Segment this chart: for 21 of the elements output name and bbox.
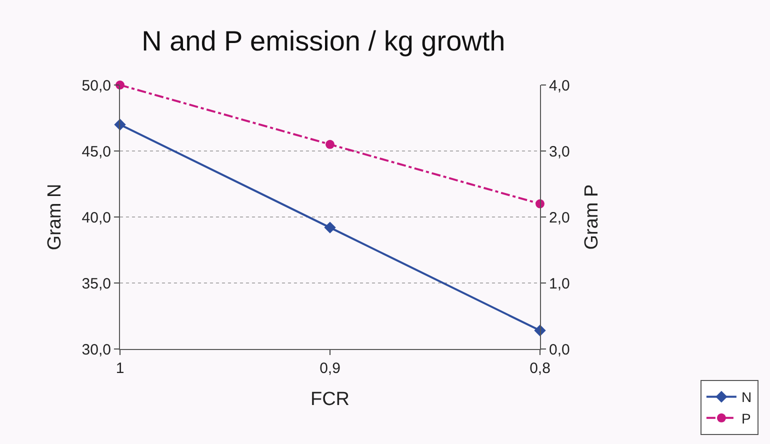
y-tick-label: 30,0 — [82, 341, 111, 358]
y2-axis-title: Gram P — [582, 184, 603, 250]
y-tick-label: 50,0 — [82, 77, 111, 94]
y2-tick-label: 0,0 — [549, 341, 570, 358]
y2-tick-label: 1,0 — [549, 275, 570, 292]
x-axis-title: FCR — [310, 388, 350, 410]
y2-tick-label: 2,0 — [549, 209, 570, 226]
point — [324, 222, 336, 234]
x-tick-label: 0,9 — [320, 360, 340, 377]
legend-label: P — [741, 410, 751, 426]
y-tick-label: 40,0 — [82, 209, 111, 226]
x-tick-label: 1 — [116, 360, 124, 377]
chart-title: N and P emission / kg growth — [142, 26, 506, 57]
legend-label: N — [741, 389, 752, 406]
y-axis-title: Gram N — [44, 184, 66, 250]
y-tick-label: 45,0 — [82, 143, 111, 160]
y2-tick-label: 3,0 — [549, 143, 570, 160]
point — [326, 140, 334, 149]
y-tick-label: 35,0 — [82, 275, 111, 292]
x-tick-label: 0,8 — [530, 360, 550, 377]
y2-tick-label: 4,0 — [549, 77, 570, 94]
